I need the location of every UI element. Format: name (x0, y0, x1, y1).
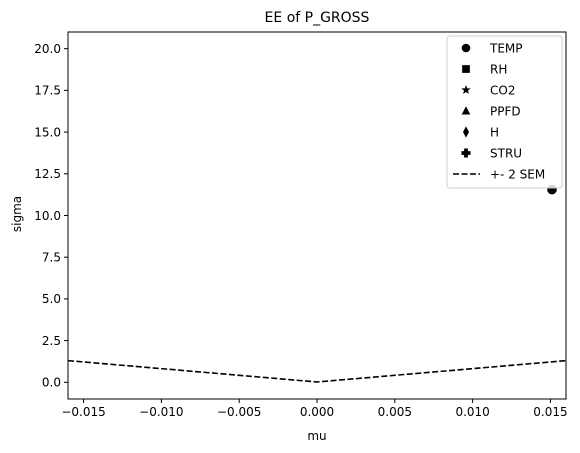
y-tick-label: 20.0 (34, 42, 61, 56)
legend: TEMP RH CO2 PPFD H STRU +- 2 SEM (446, 35, 563, 189)
x-tick-label: 0.010 (455, 405, 489, 419)
legend-swatch-temp (461, 43, 471, 53)
y-tick-label: 15.0 (34, 125, 61, 139)
y-tick-label: 12.5 (34, 167, 61, 181)
y-tick-label: 17.5 (34, 84, 61, 98)
legend-box (446, 35, 563, 189)
x-tick-label: 0.015 (533, 405, 567, 419)
legend-label: STRU (490, 146, 522, 160)
plot-content (68, 184, 566, 383)
x-tick-label: −0.005 (217, 405, 261, 419)
legend-label: PPFD (490, 104, 521, 118)
y-axis-label: sigma (10, 196, 24, 232)
y-tick-label: 10.0 (34, 209, 61, 223)
x-tick-label: 0.000 (300, 405, 334, 419)
y-tick-label: 7.5 (42, 251, 61, 265)
y-tick-label: 2.5 (42, 334, 61, 348)
reference-line-2sem (68, 359, 566, 383)
x-tick-label: −0.010 (139, 405, 183, 419)
plot-area (68, 184, 566, 383)
legend-swatch-stru (461, 148, 471, 158)
legend-swatch-ppfd (461, 106, 471, 115)
legend-label: H (490, 125, 499, 139)
y-tick-label: 5.0 (42, 292, 61, 306)
legend-label: +- 2 SEM (490, 167, 545, 181)
chart-title: EE of P_GROSS (265, 10, 370, 26)
legend-swatch-co2 (461, 85, 471, 94)
x-tick-label: −0.015 (61, 405, 105, 419)
axes: −0.015 −0.010 −0.005 0.000 0.005 0.010 0.015 0.… (34, 31, 568, 419)
x-tick-label: 0.005 (378, 405, 412, 419)
x-axis-label: mu (307, 429, 326, 443)
legend-label: CO2 (490, 83, 515, 97)
legend-swatch-h (462, 126, 470, 138)
y-tick-label: 0.0 (42, 376, 61, 390)
legend-label: RH (490, 62, 507, 76)
legend-swatch-rh (462, 65, 470, 73)
legend-label: TEMP (489, 41, 523, 55)
